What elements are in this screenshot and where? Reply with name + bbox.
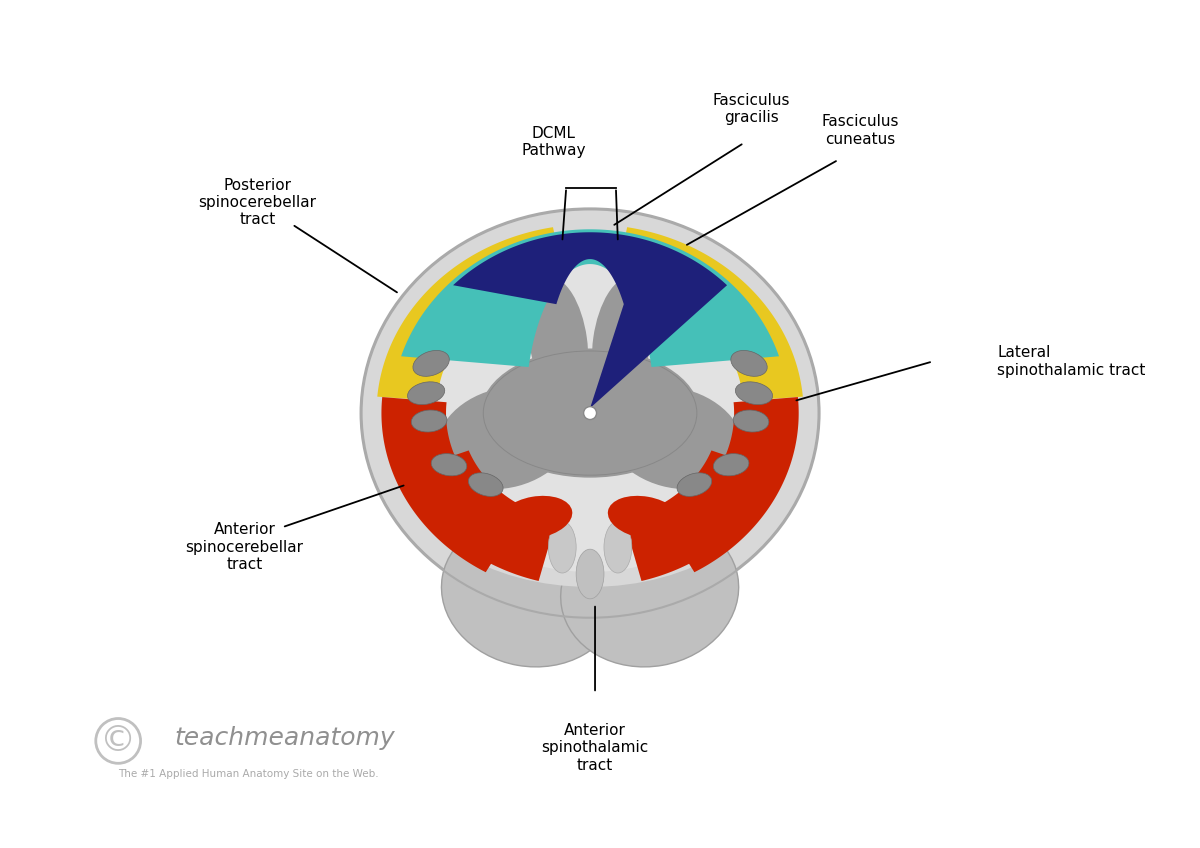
Polygon shape — [617, 227, 803, 401]
Ellipse shape — [481, 349, 700, 477]
Text: DCML
Pathway: DCML Pathway — [521, 126, 586, 158]
Ellipse shape — [437, 387, 574, 489]
Ellipse shape — [704, 359, 774, 408]
Text: ©: © — [100, 724, 137, 758]
Ellipse shape — [604, 522, 631, 573]
Text: Anterior
spinothalamic
tract: Anterior spinothalamic tract — [541, 723, 649, 773]
Ellipse shape — [576, 550, 604, 599]
Ellipse shape — [407, 359, 476, 408]
Ellipse shape — [468, 473, 503, 496]
Ellipse shape — [677, 473, 712, 496]
Ellipse shape — [431, 454, 467, 476]
Ellipse shape — [592, 277, 652, 405]
Polygon shape — [662, 397, 799, 572]
Polygon shape — [401, 229, 779, 367]
Ellipse shape — [412, 410, 446, 432]
Ellipse shape — [401, 338, 779, 587]
Ellipse shape — [731, 350, 767, 377]
Text: Fasciculus
cuneatus: Fasciculus cuneatus — [822, 114, 899, 147]
Text: Lateral
spinothalamic tract: Lateral spinothalamic tract — [997, 345, 1146, 377]
Ellipse shape — [401, 234, 779, 572]
Ellipse shape — [736, 382, 773, 404]
Ellipse shape — [442, 517, 619, 667]
Polygon shape — [624, 450, 776, 581]
Text: The #1 Applied Human Anatomy Site on the Web.: The #1 Applied Human Anatomy Site on the… — [118, 768, 379, 778]
Text: Fasciculus
gracilis: Fasciculus gracilis — [713, 92, 790, 125]
Polygon shape — [377, 227, 563, 401]
Ellipse shape — [528, 277, 588, 405]
Text: Anterior
spinocerebellar
tract: Anterior spinocerebellar tract — [185, 522, 304, 572]
Ellipse shape — [408, 382, 445, 404]
Ellipse shape — [606, 387, 743, 489]
Ellipse shape — [560, 517, 739, 667]
Ellipse shape — [548, 522, 576, 573]
Polygon shape — [382, 397, 518, 572]
Ellipse shape — [713, 454, 749, 476]
Text: Posterior
spinocerebellar
tract: Posterior spinocerebellar tract — [198, 177, 317, 227]
Ellipse shape — [361, 209, 818, 616]
Polygon shape — [454, 232, 727, 408]
Ellipse shape — [583, 406, 596, 420]
Ellipse shape — [498, 496, 572, 539]
Polygon shape — [403, 450, 557, 581]
Ellipse shape — [608, 496, 682, 539]
Ellipse shape — [413, 350, 449, 377]
Text: teachmeanatomy: teachmeanatomy — [175, 726, 396, 750]
Ellipse shape — [733, 410, 769, 432]
